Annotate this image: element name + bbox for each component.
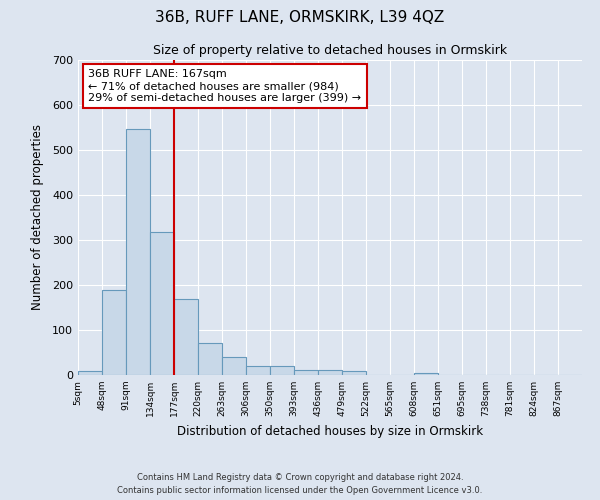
X-axis label: Distribution of detached houses by size in Ormskirk: Distribution of detached houses by size … <box>177 424 483 438</box>
Bar <box>102 290 126 375</box>
Y-axis label: Number of detached properties: Number of detached properties <box>31 124 44 310</box>
Bar <box>126 129 150 375</box>
Text: 36B RUFF LANE: 167sqm
← 71% of detached houses are smaller (984)
29% of semi-det: 36B RUFF LANE: 167sqm ← 71% of detached … <box>88 70 361 102</box>
Bar <box>246 366 270 375</box>
Text: 36B, RUFF LANE, ORMSKIRK, L39 4QZ: 36B, RUFF LANE, ORMSKIRK, L39 4QZ <box>155 10 445 25</box>
Bar <box>294 370 318 375</box>
Text: Contains HM Land Registry data © Crown copyright and database right 2024.
Contai: Contains HM Land Registry data © Crown c… <box>118 474 482 495</box>
Bar <box>342 372 366 375</box>
Bar <box>222 357 246 375</box>
Bar <box>78 372 102 375</box>
Bar <box>150 232 174 375</box>
Title: Size of property relative to detached houses in Ormskirk: Size of property relative to detached ho… <box>153 44 507 58</box>
Bar <box>318 370 342 375</box>
Bar <box>270 366 294 375</box>
Bar <box>198 342 222 375</box>
Bar <box>414 373 438 375</box>
Bar <box>174 300 198 375</box>
